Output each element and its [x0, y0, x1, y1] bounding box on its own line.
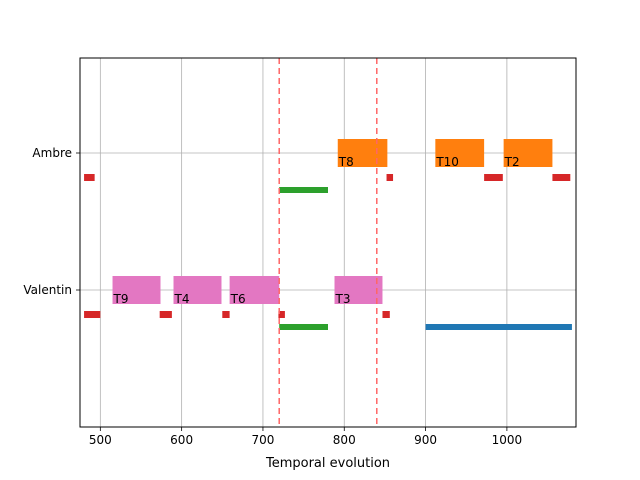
x-tick-label: 1000 — [492, 433, 523, 447]
task-label: T4 — [174, 292, 190, 306]
idle-segment — [84, 311, 101, 318]
reference-lines — [278, 58, 378, 427]
task-label: T8 — [338, 155, 354, 169]
task-bar — [435, 139, 485, 167]
task-bar — [229, 276, 280, 304]
green-segment — [279, 324, 328, 330]
idle-segment — [278, 311, 285, 318]
y-tick-label: Valentin — [23, 283, 72, 297]
task-bar — [173, 276, 222, 304]
task-label: T2 — [504, 155, 520, 169]
x-tick-label: 900 — [414, 433, 437, 447]
x-tick-label: 500 — [89, 433, 112, 447]
task-label: T10 — [435, 155, 459, 169]
task-label: T6 — [230, 292, 246, 306]
task-bar — [503, 139, 553, 167]
idle-segment — [382, 311, 390, 318]
task-label: T9 — [113, 292, 129, 306]
idle-segment — [552, 174, 571, 181]
green-segment — [279, 187, 328, 193]
task-bar — [337, 139, 388, 167]
y-tick-label: Ambre — [32, 146, 72, 160]
x-tick-label: 600 — [170, 433, 193, 447]
task-bar — [112, 276, 161, 304]
idle-segment — [84, 174, 95, 181]
idle-segment — [386, 174, 394, 181]
x-tick-label: 800 — [333, 433, 356, 447]
x-axis-label: Temporal evolution — [265, 456, 390, 471]
idle-segment — [159, 311, 172, 318]
x-axis-ticks: 500 600 700 800 900 1000 — [89, 427, 522, 447]
y-axis-ticks: Valentin Ambre — [23, 146, 80, 297]
task-bar — [334, 276, 383, 304]
blue-segment — [425, 324, 572, 330]
chart-marks: T9 T4 T6 T3 T8 T10 T2 — [84, 139, 572, 330]
grid-lines — [80, 58, 576, 427]
idle-segment — [484, 174, 503, 181]
idle-segment — [222, 311, 230, 318]
task-label: T3 — [335, 292, 351, 306]
plot-frame — [79, 57, 577, 428]
x-tick-label: 700 — [251, 433, 274, 447]
